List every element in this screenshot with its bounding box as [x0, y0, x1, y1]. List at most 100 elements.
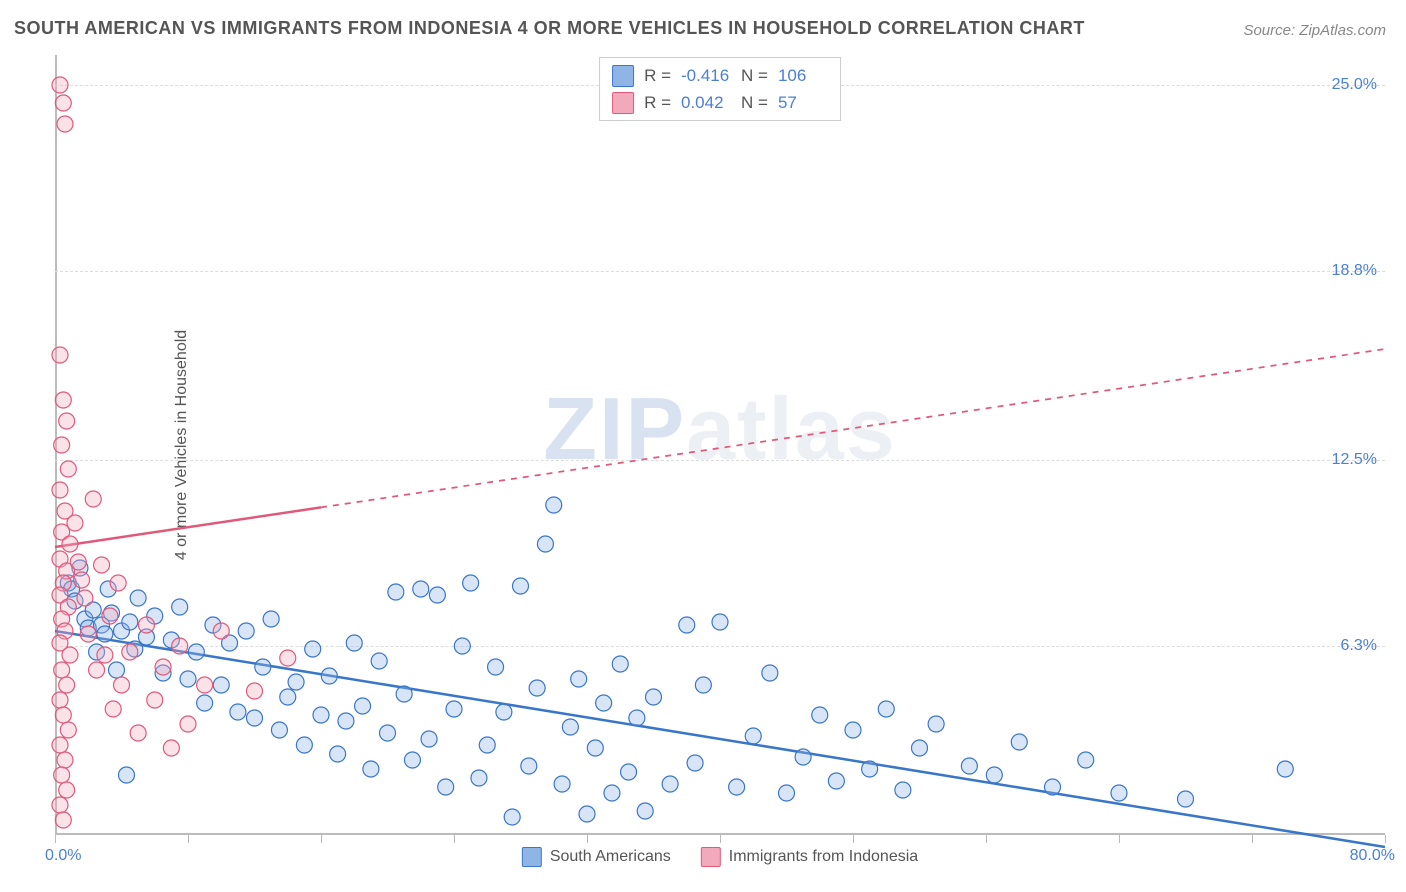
scatter-point — [85, 491, 101, 507]
scatter-point — [488, 659, 504, 675]
x-axis-min-label: 0.0% — [45, 847, 81, 865]
scatter-point — [62, 647, 78, 663]
scatter-point — [263, 611, 279, 627]
scatter-point — [80, 626, 96, 642]
scatter-point — [496, 704, 512, 720]
scatter-point — [355, 698, 371, 714]
source-citation: Source: ZipAtlas.com — [1243, 22, 1386, 39]
scatter-point — [413, 581, 429, 597]
scatter-point — [52, 797, 68, 813]
scatter-point — [57, 752, 73, 768]
scatter-point — [52, 482, 68, 498]
scatter-point — [529, 680, 545, 696]
scatter-point — [52, 737, 68, 753]
scatter-point — [438, 779, 454, 795]
x-tick — [55, 835, 56, 843]
x-tick — [986, 835, 987, 843]
scatter-point — [74, 572, 90, 588]
scatter-point — [1178, 791, 1194, 807]
scatter-point — [363, 761, 379, 777]
scatter-point — [479, 737, 495, 753]
trend-line-solid — [55, 507, 321, 547]
scatter-point — [637, 803, 653, 819]
x-tick — [188, 835, 189, 843]
scatter-point — [138, 617, 154, 633]
stats-r-value-1: 0.042 — [681, 89, 731, 116]
scatter-point — [429, 587, 445, 603]
scatter-point — [762, 665, 778, 681]
stats-row-series-0: R = -0.416 N = 106 — [612, 62, 828, 89]
scatter-point — [346, 635, 362, 651]
scatter-point — [172, 638, 188, 654]
scatter-point — [961, 758, 977, 774]
scatter-point — [70, 554, 86, 570]
scatter-point — [52, 692, 68, 708]
scatter-point — [712, 614, 728, 630]
scatter-point — [155, 659, 171, 675]
x-tick — [1119, 835, 1120, 843]
scatter-point — [338, 713, 354, 729]
scatter-point — [59, 677, 75, 693]
scatter-point — [180, 671, 196, 687]
scatter-point — [59, 413, 75, 429]
scatter-point — [454, 638, 470, 654]
scatter-point — [1111, 785, 1127, 801]
stats-n-label: N = — [741, 62, 768, 89]
scatter-point — [280, 689, 296, 705]
scatter-point — [271, 722, 287, 738]
scatter-point — [562, 719, 578, 735]
scatter-point — [646, 689, 662, 705]
scatter-point — [521, 758, 537, 774]
chart-title: SOUTH AMERICAN VS IMMIGRANTS FROM INDONE… — [14, 18, 1085, 39]
scatter-point — [621, 764, 637, 780]
legend-item-0: South Americans — [522, 847, 671, 867]
scatter-point — [579, 806, 595, 822]
scatter-point — [554, 776, 570, 792]
scatter-point — [247, 683, 263, 699]
scatter-point — [396, 686, 412, 702]
scatter-point — [52, 347, 68, 363]
legend-label-0: South Americans — [550, 848, 671, 866]
scatter-point — [188, 644, 204, 660]
legend-swatch-0 — [522, 847, 542, 867]
scatter-point — [296, 737, 312, 753]
stats-r-label: R = — [644, 89, 671, 116]
stats-swatch-0 — [612, 65, 634, 87]
scatter-point — [230, 704, 246, 720]
x-tick — [454, 835, 455, 843]
scatter-point — [180, 716, 196, 732]
scatter-point — [118, 767, 134, 783]
legend-label-1: Immigrants from Indonesia — [729, 848, 918, 866]
scatter-point — [97, 647, 113, 663]
scatter-point — [1078, 752, 1094, 768]
scatter-point — [571, 671, 587, 687]
legend-item-1: Immigrants from Indonesia — [701, 847, 918, 867]
scatter-point — [371, 653, 387, 669]
scatter-point — [288, 674, 304, 690]
scatter-point — [102, 608, 118, 624]
scatter-point — [862, 761, 878, 777]
scatter-svg — [55, 55, 1385, 835]
scatter-point — [878, 701, 894, 717]
scatter-point — [388, 584, 404, 600]
scatter-point — [779, 785, 795, 801]
scatter-point — [59, 782, 75, 798]
scatter-point — [504, 809, 520, 825]
scatter-point — [596, 695, 612, 711]
x-tick — [321, 835, 322, 843]
x-axis-max-label: 80.0% — [1350, 847, 1395, 865]
scatter-point — [55, 95, 71, 111]
scatter-point — [745, 728, 761, 744]
scatter-point — [105, 701, 121, 717]
scatter-point — [54, 767, 70, 783]
scatter-point — [380, 725, 396, 741]
scatter-point — [895, 782, 911, 798]
scatter-point — [255, 659, 271, 675]
scatter-point — [330, 746, 346, 762]
scatter-point — [55, 392, 71, 408]
scatter-point — [1045, 779, 1061, 795]
scatter-point — [313, 707, 329, 723]
x-tick — [720, 835, 721, 843]
stats-n-value-0: 106 — [778, 62, 828, 89]
scatter-point — [172, 599, 188, 615]
